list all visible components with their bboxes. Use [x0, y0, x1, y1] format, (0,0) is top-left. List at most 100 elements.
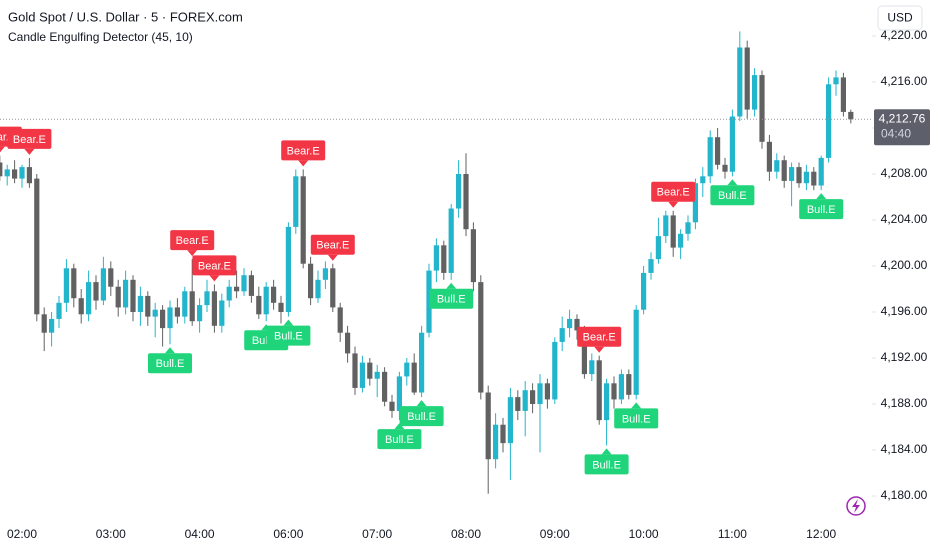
- x-tick-label: 03:00: [96, 527, 126, 541]
- candle-body: [818, 157, 824, 186]
- candle-body: [219, 300, 225, 326]
- candle-body: [581, 330, 587, 375]
- x-tick-label: 11:00: [718, 527, 747, 541]
- last-price-label: 4,212.76: [879, 111, 926, 125]
- candle-body: [826, 84, 832, 158]
- candle-body: [559, 328, 565, 342]
- signal-label: Bear.E: [316, 240, 349, 252]
- signal-pointer: [601, 448, 612, 455]
- candle-body: [715, 137, 721, 165]
- candle-body: [86, 282, 92, 315]
- lightning-icon[interactable]: [846, 496, 866, 516]
- candle-body: [596, 360, 602, 421]
- candle-body: [774, 160, 780, 172]
- y-tick-label: 4,192.00: [881, 350, 928, 364]
- signal-box: [7, 128, 52, 149]
- signal-label: Bear.E: [583, 332, 616, 344]
- candle-body: [160, 309, 166, 329]
- y-tick-label: 4,208.00: [881, 166, 928, 180]
- signal-label: Bear.E: [657, 187, 690, 199]
- candle-body: [515, 397, 521, 411]
- candle-body: [12, 169, 18, 179]
- signal-label: Bear.E: [287, 145, 320, 157]
- candle-body: [19, 167, 25, 179]
- x-tick-label: 07:00: [362, 527, 392, 541]
- signal-label: Bear.E: [198, 260, 231, 272]
- signal-label: Bull.E: [274, 331, 303, 343]
- candle-body: [685, 222, 691, 234]
- candle-body: [285, 226, 291, 313]
- candle-body: [456, 174, 462, 209]
- candle-body: [663, 215, 669, 237]
- candle-body: [211, 291, 217, 326]
- signal-box: [799, 199, 844, 220]
- y-tick-label: 4,204.00: [881, 212, 928, 226]
- candle-body: [145, 295, 151, 317]
- candle-body: [833, 77, 839, 85]
- candle-body: [263, 286, 269, 315]
- currency-button[interactable]: [877, 5, 923, 31]
- candle-body: [737, 47, 743, 117]
- candle-body: [226, 286, 232, 301]
- candle-body: [507, 397, 513, 444]
- candle-body: [123, 279, 129, 308]
- candle-body: [293, 176, 299, 227]
- candle-body: [337, 307, 343, 333]
- candle-body: [174, 307, 180, 317]
- candle-body: [678, 233, 684, 248]
- candle-body: [130, 279, 136, 313]
- candle-body: [78, 298, 84, 315]
- signal-pointer: [594, 346, 605, 353]
- last-price-box: [874, 109, 930, 146]
- candle-body: [604, 383, 610, 421]
- signal-box: [281, 140, 326, 161]
- chart-title: Gold Spot / U.S. Dollar · 5 · FOREX.com: [8, 9, 243, 24]
- candle-body: [567, 318, 573, 329]
- signal-box: [148, 353, 192, 374]
- signal-pointer: [283, 319, 294, 326]
- candle-body: [618, 374, 624, 400]
- candle-body: [419, 332, 425, 393]
- candle-body: [197, 305, 203, 322]
- signal-label: Bull.E: [718, 190, 747, 202]
- currency-label[interactable]: USD: [887, 11, 913, 25]
- candle-body: [26, 167, 32, 184]
- candle-body: [352, 353, 358, 388]
- signal-label: Bull.E: [437, 294, 466, 306]
- candle-body: [167, 307, 173, 329]
- candle-body: [256, 295, 262, 315]
- candle-body: [300, 176, 306, 264]
- candle-body: [433, 245, 439, 271]
- signal-label: Bear.E: [13, 134, 46, 146]
- candle-body: [189, 291, 195, 322]
- candle-body: [811, 171, 817, 186]
- y-tick-label: 4,188.00: [881, 396, 928, 410]
- signal-pointer: [327, 254, 338, 261]
- candle-body: [670, 215, 676, 248]
- candle-body: [781, 160, 787, 181]
- candle-body: [537, 383, 543, 405]
- candle-body: [315, 279, 321, 299]
- candle-body: [478, 282, 484, 393]
- candle-body: [752, 75, 758, 110]
- y-tick-label: 4,216.00: [881, 74, 928, 88]
- x-tick-label: 10:00: [629, 527, 659, 541]
- y-tick-label: 4,184.00: [881, 442, 928, 456]
- candle-body: [182, 291, 188, 317]
- signal-pointer: [727, 179, 738, 186]
- candle-body: [241, 275, 247, 292]
- candle-body: [522, 390, 528, 411]
- candle-body: [308, 263, 314, 299]
- candle-body: [426, 270, 432, 333]
- lightning-glyph: [852, 499, 860, 513]
- signal-pointer: [394, 423, 405, 430]
- signal-box: [614, 408, 659, 429]
- candle-body: [722, 164, 728, 172]
- signal-box: [577, 326, 622, 347]
- signal-box: [651, 181, 696, 202]
- signal-box: [170, 230, 215, 251]
- signal-box: [310, 234, 355, 255]
- signal-label: Bull.E: [407, 411, 436, 423]
- signal-pointer: [24, 148, 35, 155]
